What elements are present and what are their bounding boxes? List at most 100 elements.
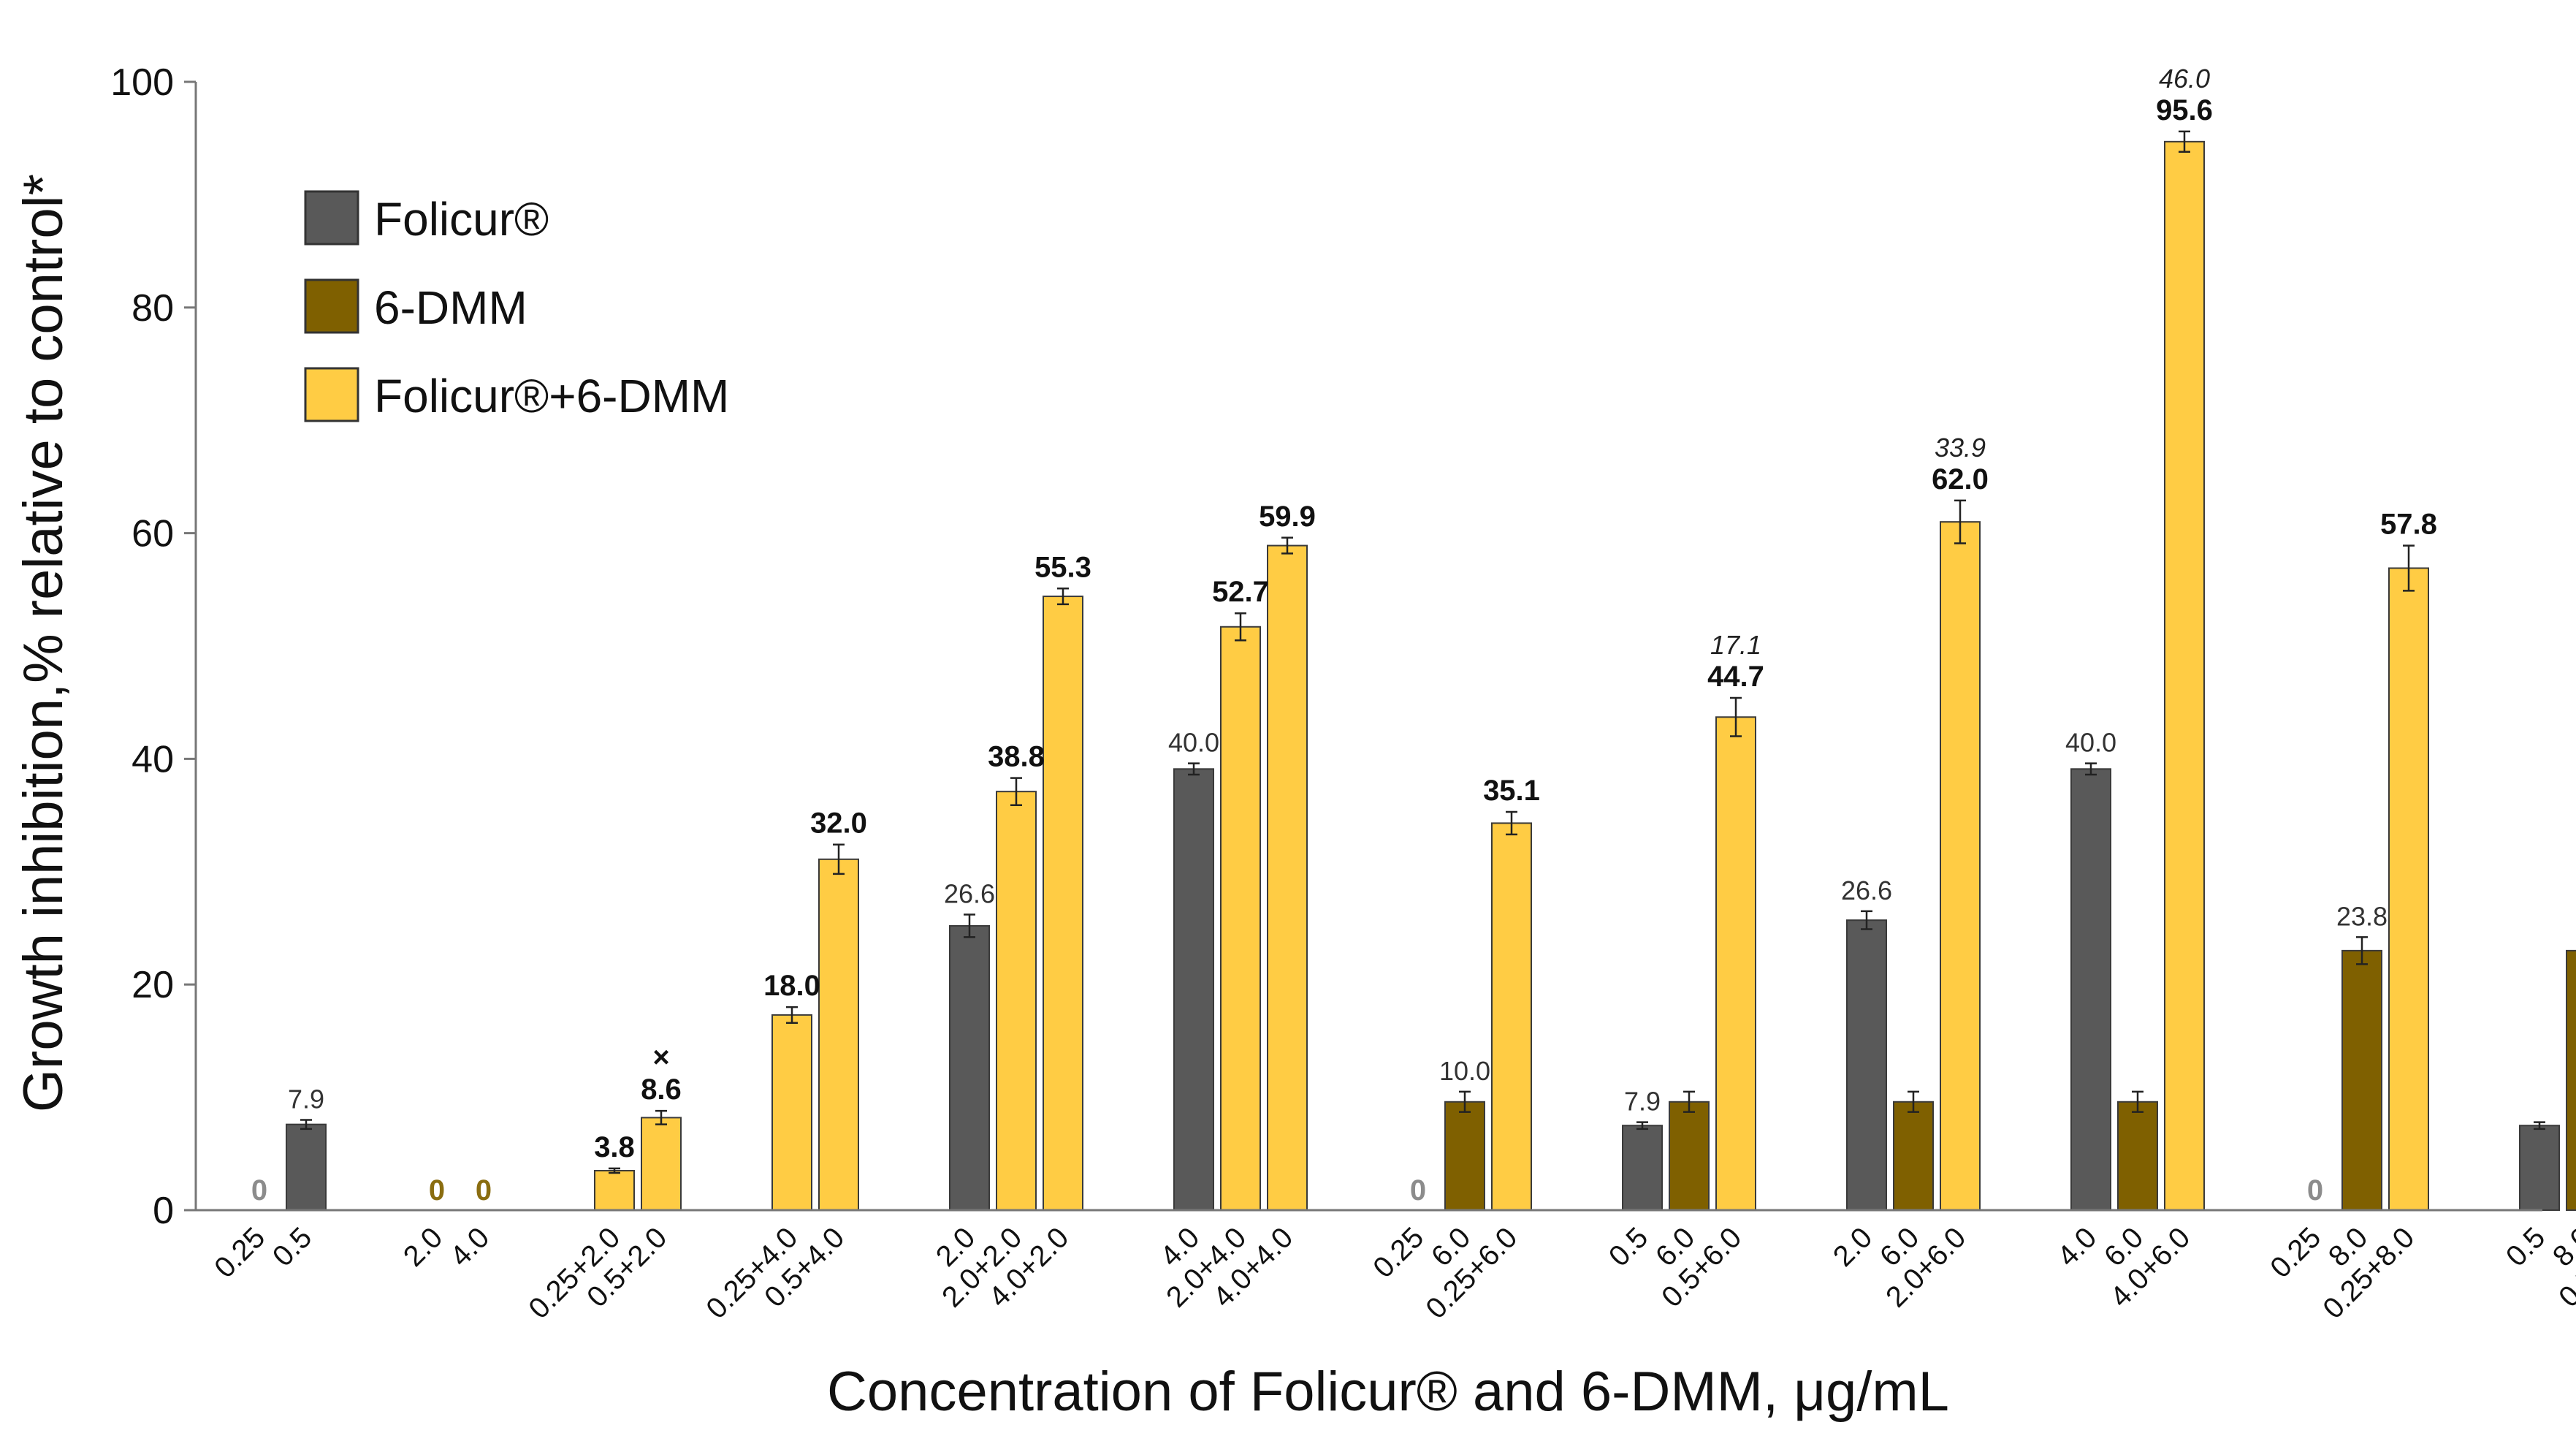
bar-folicur-6-dmm-0-5-4-0 [818, 858, 859, 1212]
axes-layer: 0 20 40 60 80 100 [110, 61, 2542, 1232]
bar-folicur-0-5 [1622, 1125, 1663, 1211]
data-label: 7.9 [1624, 1087, 1661, 1117]
data-label: 55.3 [1034, 551, 1091, 583]
x-tick-label: 0.5 [267, 1221, 318, 1272]
data-label-italic: 17.1 [1710, 630, 1761, 660]
error-bar [2534, 1121, 2545, 1130]
error-bar [1459, 1090, 1471, 1113]
error-bar [1506, 810, 1517, 836]
bar-6-dmm-8-0 [2341, 949, 2382, 1211]
data-label: 62.0 [1932, 463, 1989, 495]
y-axis-title: Growth inhibition,% relative to control* [12, 174, 75, 1112]
x-tick-label: 4.0 [2051, 1221, 2103, 1272]
data-label: 57.8 [2380, 509, 2437, 541]
error-bar [300, 1119, 312, 1130]
data-label: 59.9 [1259, 501, 1316, 533]
bar-folicur-6-dmm-2-0-4-0 [1220, 626, 1261, 1211]
legend-swatch-6-dmm [304, 278, 359, 334]
bar-folicur-6-dmm-0-25-2-0 [594, 1169, 635, 1211]
bar-folicur-4-0 [2070, 768, 2111, 1211]
zero-label: 0 [429, 1174, 445, 1206]
bar-6-dmm-6-0 [1444, 1101, 1485, 1211]
bar-folicur-6-dmm-0-5-2-0 [641, 1117, 682, 1211]
x-tick-label: 0.5 [1603, 1221, 1654, 1272]
x-tick-label: 2.0 [397, 1221, 449, 1272]
y-tick-label: 60 [132, 513, 174, 555]
y-tick-label: 100 [110, 61, 174, 104]
bar-folicur-6-dmm-4-0-2-0 [1043, 596, 1083, 1211]
x-tick-label: 8.0 [2547, 1221, 2576, 1272]
data-label: 18.0 [763, 970, 820, 1002]
bar-folicur-6-dmm-0-25-8-0 [2388, 567, 2429, 1211]
x-tick-label: 4.0 [444, 1221, 495, 1272]
data-label: 7.9 [288, 1084, 324, 1114]
error-bar [1908, 1090, 1919, 1113]
error-bar [1235, 612, 1246, 642]
legend-label-folicur-6-dmm: Folicur®+6-DMM [374, 370, 729, 422]
data-label: 52.7 [1212, 576, 1269, 608]
bar-folicur-0-5 [2519, 1125, 2560, 1211]
x-axis-title: Concentration of Folicur® and 6-DMM, μg/… [827, 1361, 1949, 1423]
error-bar [964, 913, 975, 938]
bar-folicur-2-0 [1846, 919, 1887, 1212]
error-bar [786, 1006, 798, 1024]
bar-6-dmm-8-0 [2566, 949, 2576, 1211]
error-bar [1281, 536, 1293, 555]
zero-label: 0 [2307, 1174, 2323, 1206]
data-label: 10.0 [1439, 1056, 1490, 1086]
error-bar [609, 1167, 620, 1174]
value-labels-layer: 07.90 03.88.6×18.032.026.638.855.340.052.… [251, 64, 2437, 1206]
legend-label-folicur: Folicur® [374, 193, 549, 246]
y-tick-label: 80 [132, 287, 174, 330]
bar-folicur-6-dmm-0-25-4-0 [771, 1014, 812, 1211]
error-bar [1188, 762, 1200, 776]
data-label: 35.1 [1483, 775, 1540, 807]
data-label: 40.0 [2065, 728, 2116, 758]
data-label: 95.6 [2156, 94, 2213, 126]
y-tick-label: 20 [132, 964, 174, 1006]
bar-folicur-0-5 [286, 1123, 327, 1212]
error-bar [1861, 910, 1872, 930]
error-bar [1730, 696, 1742, 737]
error-bar [2085, 762, 2097, 776]
bar-folicur-6-dmm-0-25-6-0 [1491, 822, 1532, 1211]
bar-folicur-6-dmm-2-0-6-0 [1940, 521, 1981, 1211]
legend-swatch-folicur [304, 190, 359, 246]
bar-6-dmm-6-0 [1669, 1101, 1710, 1211]
x-tick-label: 0.25+8.0 [2317, 1221, 2420, 1325]
data-label: 32.0 [810, 808, 867, 840]
bar-folicur-4-0 [1173, 768, 1214, 1211]
synergy-marker: × [652, 1041, 669, 1074]
bar-folicur-6-dmm-2-0-2-0 [996, 791, 1037, 1211]
zero-label: 0 [1410, 1174, 1426, 1206]
bar-folicur-6-dmm-4-0-4-0 [1267, 544, 1308, 1211]
data-label: 8.6 [641, 1074, 682, 1106]
error-bar [1954, 499, 1966, 544]
x-tick-label: 0.25 [208, 1221, 271, 1284]
x-tick-labels-layer: 0.250.5 2.04.0 0.25+2.00.5+2.0 0.25+4.00.5+… [208, 1221, 2576, 1325]
bar-6-dmm-6-0 [1893, 1101, 1934, 1211]
data-label: 26.6 [1841, 875, 1892, 905]
x-tick-label: 0.25 [1367, 1221, 1430, 1284]
data-label-italic: 33.9 [1935, 433, 1986, 463]
data-label-italic: 46.0 [2159, 64, 2210, 94]
error-bar [2132, 1090, 2144, 1113]
bar-folicur-6-dmm-0-5-6-0 [1715, 716, 1756, 1211]
bar-folicur-2-0 [949, 924, 990, 1211]
error-bar [2403, 544, 2415, 592]
x-tick-label: 0.25+6.0 [1420, 1221, 1523, 1325]
bars-layer [286, 130, 2576, 1212]
error-bar [2356, 936, 2368, 965]
error-bar [1683, 1090, 1695, 1113]
error-bar [833, 843, 845, 875]
error-bar [1010, 777, 1022, 806]
error-bar [1636, 1121, 1648, 1130]
x-tick-label: 0.5 [2500, 1221, 2551, 1272]
data-label: 3.8 [594, 1131, 635, 1163]
legend-swatch-folicur-6-dmm [304, 367, 359, 422]
data-label: 23.8 [2336, 901, 2388, 931]
zero-label: 0 [251, 1174, 267, 1206]
data-label: 40.0 [1168, 728, 1219, 758]
bar-6-dmm-6-0 [2117, 1101, 2158, 1211]
